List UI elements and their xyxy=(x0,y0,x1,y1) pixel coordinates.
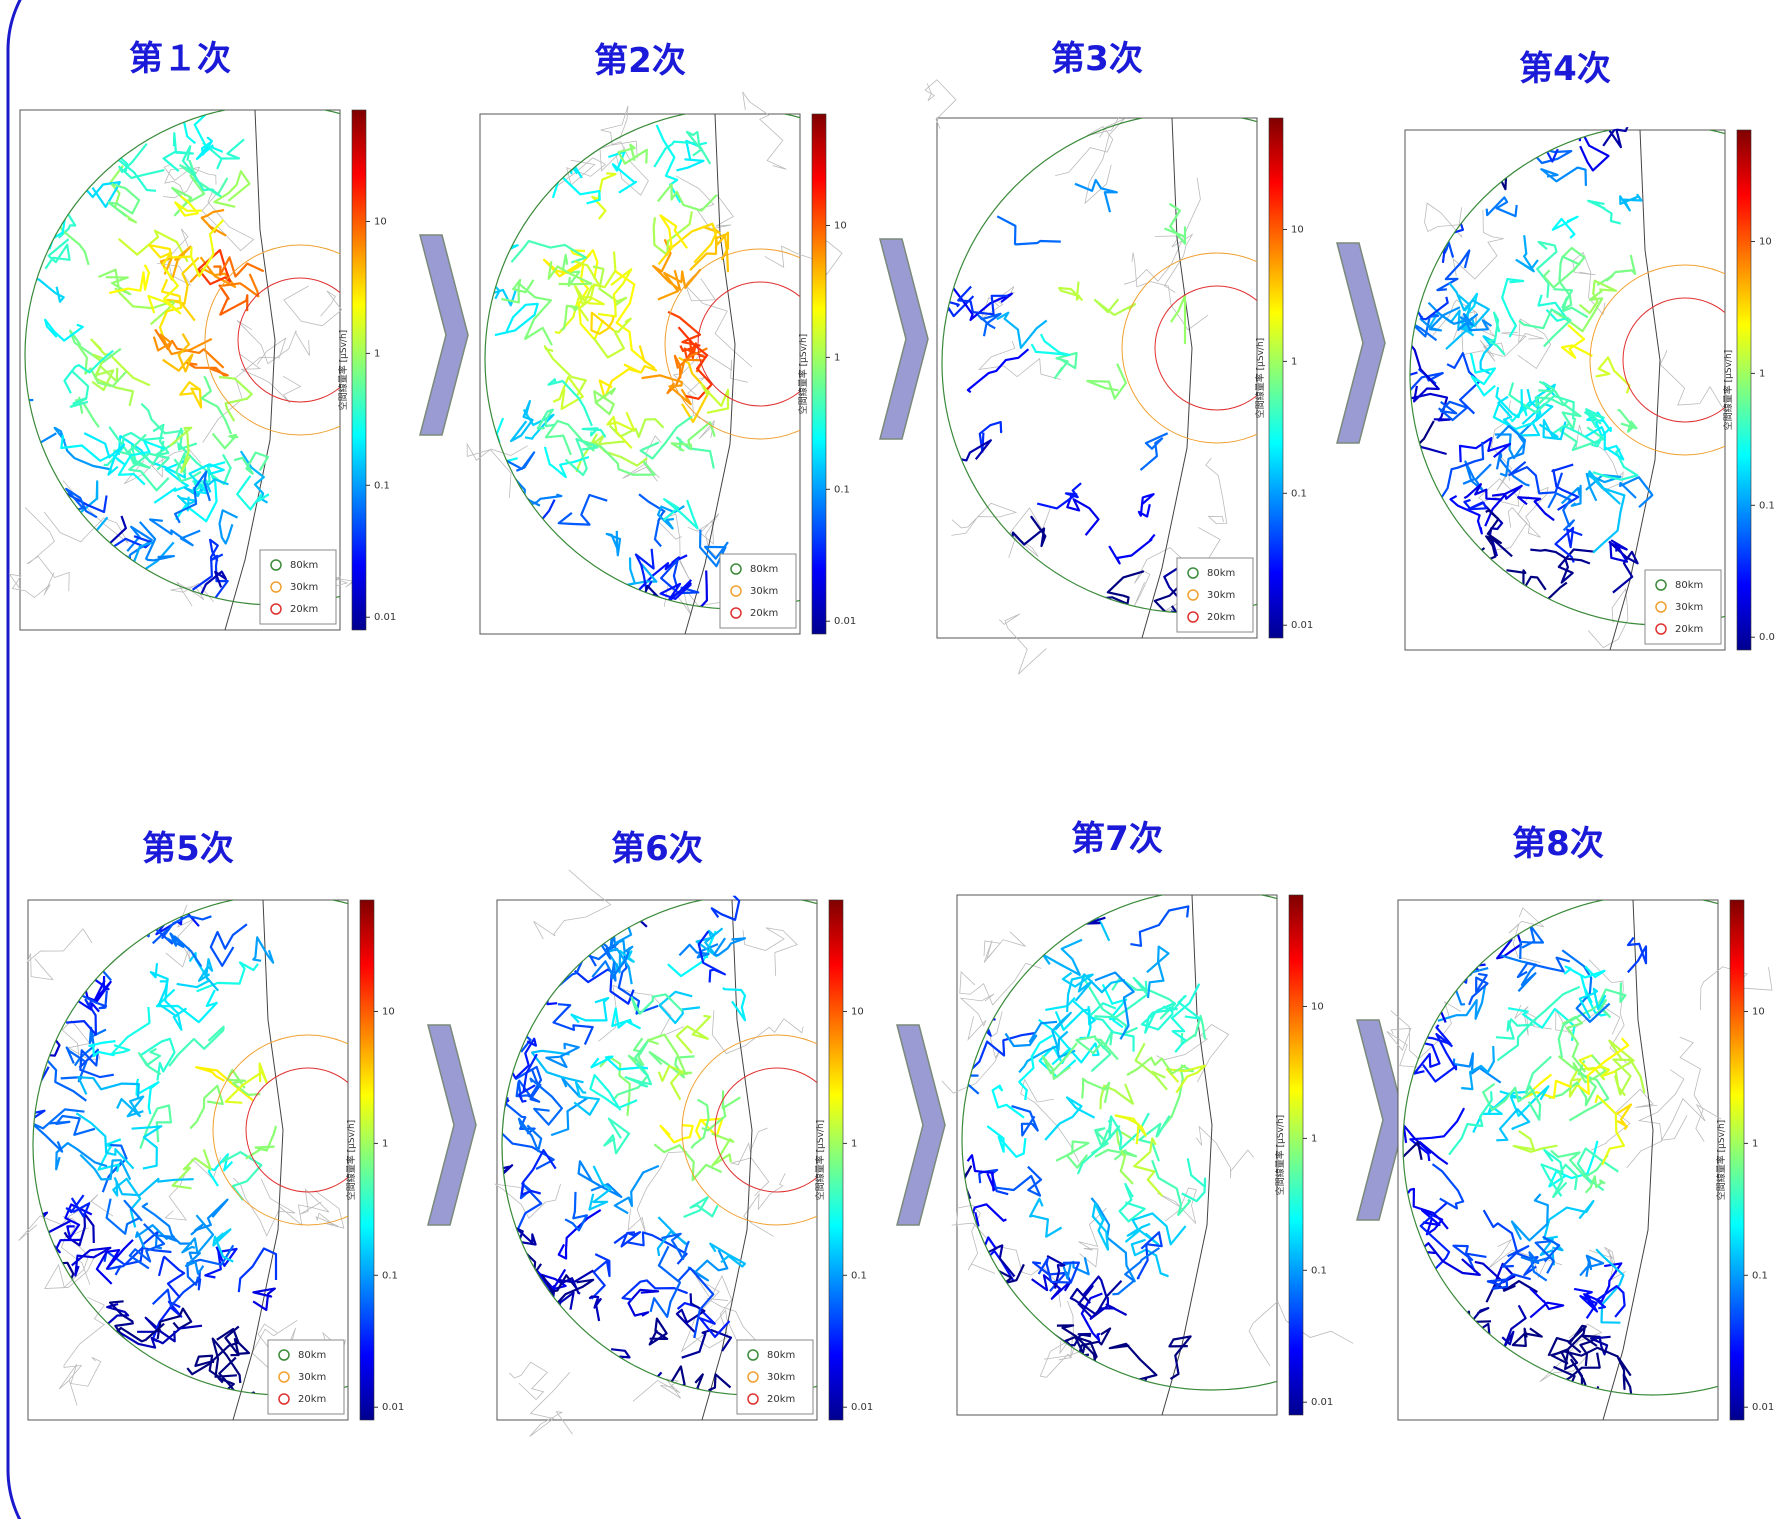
colorbar xyxy=(352,110,366,630)
colorbar-tick-label: 1 xyxy=(374,348,380,359)
legend-label: 80km xyxy=(767,1350,795,1361)
colorbar xyxy=(1269,118,1283,638)
map-panel: 第１次 80km 30km 20km 10 1 0.1 0.01 空間線量率 [μSv/h] xyxy=(0,39,525,649)
map-panel: 第8次 10 1 0.1 0.01 空間線量率 [μSv/h] xyxy=(1357,824,1776,1474)
colorbar-tick-label: 1 xyxy=(1311,1133,1317,1144)
colorbar-tick-label: 1 xyxy=(1752,1138,1758,1149)
colorbar-label: 空間線量率 [μSv/h] xyxy=(1722,350,1734,430)
panel-title: 第１次 xyxy=(129,39,231,79)
colorbar-label: 空間線量率 [μSv/h] xyxy=(1274,1115,1286,1195)
legend-label: 20km xyxy=(767,1394,795,1405)
colorbar-tick-label: 1 xyxy=(851,1138,857,1149)
colorbar-tick-label: 1 xyxy=(834,352,840,363)
colorbar-tick-label: 10 xyxy=(1752,1006,1765,1017)
legend-label: 30km xyxy=(767,1372,795,1383)
colorbar xyxy=(1730,900,1744,1420)
map-panel: 第3次 80km 30km 20km 10 1 0.1 0.01 空間線量率 [μSv/h] xyxy=(896,39,1443,675)
colorbar-label: 空間線量率 [μSv/h] xyxy=(814,1120,826,1200)
colorbar xyxy=(829,900,843,1420)
map-panel: 第6次 80km 30km 20km 10 1 0.1 0.01 空間線量率 [μSv/h] xyxy=(448,829,1002,1444)
panel-title: 第7次 xyxy=(1071,819,1163,859)
arrow xyxy=(420,235,468,435)
colorbar xyxy=(360,900,374,1420)
map-panel: 第7次 10 1 0.1 0.01 空間線量率 [μSv/h] xyxy=(923,819,1462,1427)
colorbar-tick-label: 0.01 xyxy=(834,616,856,627)
map-panel: 第2次 80km 30km 20km 10 1 0.1 0.01 空間線量率 [μSv/h] xyxy=(455,41,985,673)
colorbar-tick-label: 10 xyxy=(382,1006,395,1017)
panel-title: 第6次 xyxy=(611,829,703,869)
colorbar-tick-label: 0.01 xyxy=(1759,632,1776,643)
arrow xyxy=(1337,243,1385,443)
legend-label: 20km xyxy=(750,608,778,619)
arrow xyxy=(880,239,928,439)
colorbar-label: 空間線量率 [μSv/h] xyxy=(797,334,809,414)
colorbar-tick-label: 0.01 xyxy=(1752,1402,1774,1413)
colorbar-tick-label: 0.1 xyxy=(851,1270,867,1281)
legend-label: 80km xyxy=(750,564,778,575)
legend-label: 20km xyxy=(290,604,318,615)
colorbar-tick-label: 0.01 xyxy=(374,612,396,623)
colorbar-tick-label: 0.01 xyxy=(1291,620,1313,631)
legend-label: 80km xyxy=(1207,568,1235,579)
colorbar-label: 空間線量率 [μSv/h] xyxy=(1254,338,1266,418)
colorbar-tick-label: 10 xyxy=(1759,236,1772,247)
colorbar-tick-label: 0.1 xyxy=(1752,1270,1768,1281)
colorbar-tick-label: 0.1 xyxy=(834,484,850,495)
slide: 第１次80km30km20km1010.10.01空間線量率 [μSv/h]第2… xyxy=(0,0,1776,1519)
colorbar-tick-label: 10 xyxy=(851,1006,864,1017)
colorbar-tick-label: 0.1 xyxy=(374,480,390,491)
legend-label: 30km xyxy=(750,586,778,597)
colorbar-tick-label: 0.1 xyxy=(1291,488,1307,499)
legend-label: 80km xyxy=(1675,580,1703,591)
panel-title: 第4次 xyxy=(1519,49,1611,89)
legend-label: 30km xyxy=(298,1372,326,1383)
colorbar-tick-label: 10 xyxy=(374,216,387,227)
legend-label: 20km xyxy=(298,1394,326,1405)
panel-title: 第3次 xyxy=(1051,39,1143,79)
colorbar-label: 空間線量率 [μSv/h] xyxy=(1715,1120,1727,1200)
colorbar xyxy=(812,114,826,634)
colorbar-tick-label: 0.1 xyxy=(1759,500,1775,511)
legend-label: 20km xyxy=(1207,612,1235,623)
colorbar-tick-label: 1 xyxy=(382,1138,388,1149)
colorbar-tick-label: 0.01 xyxy=(382,1402,404,1413)
panel-title: 第2次 xyxy=(594,41,686,81)
legend-label: 80km xyxy=(290,560,318,571)
map-panel: 第5次 80km 30km 20km 10 1 0.1 0.01 空間線量率 [μSv/h] xyxy=(0,829,533,1456)
colorbar-label: 空間線量率 [μSv/h] xyxy=(337,330,349,410)
colorbar-tick-label: 0.1 xyxy=(382,1270,398,1281)
colorbar-label: 空間線量率 [μSv/h] xyxy=(345,1120,357,1200)
colorbar-tick-label: 1 xyxy=(1291,356,1297,367)
colorbar-tick-label: 0.1 xyxy=(1311,1265,1327,1276)
arrow xyxy=(428,1025,476,1225)
arrow xyxy=(897,1025,945,1225)
colorbar-tick-label: 0.01 xyxy=(851,1402,873,1413)
colorbar-tick-label: 10 xyxy=(1311,1001,1324,1012)
legend-label: 80km xyxy=(298,1350,326,1361)
legend-label: 30km xyxy=(290,582,318,593)
map-panel: 第4次 80km 30km 20km 10 1 0.1 0.01 空間線量率 [μSv/h] xyxy=(1365,49,1776,662)
colorbar-tick-label: 10 xyxy=(834,220,847,231)
legend-label: 20km xyxy=(1675,624,1703,635)
colorbar-tick-label: 0.01 xyxy=(1311,1397,1333,1408)
colorbar-tick-label: 10 xyxy=(1291,224,1304,235)
colorbar xyxy=(1289,895,1303,1415)
legend-label: 30km xyxy=(1207,590,1235,601)
panel-title: 第5次 xyxy=(142,829,234,869)
panel-title: 第8次 xyxy=(1512,824,1604,864)
legend-label: 30km xyxy=(1675,602,1703,613)
colorbar-tick-label: 1 xyxy=(1759,368,1765,379)
colorbar xyxy=(1737,130,1751,650)
